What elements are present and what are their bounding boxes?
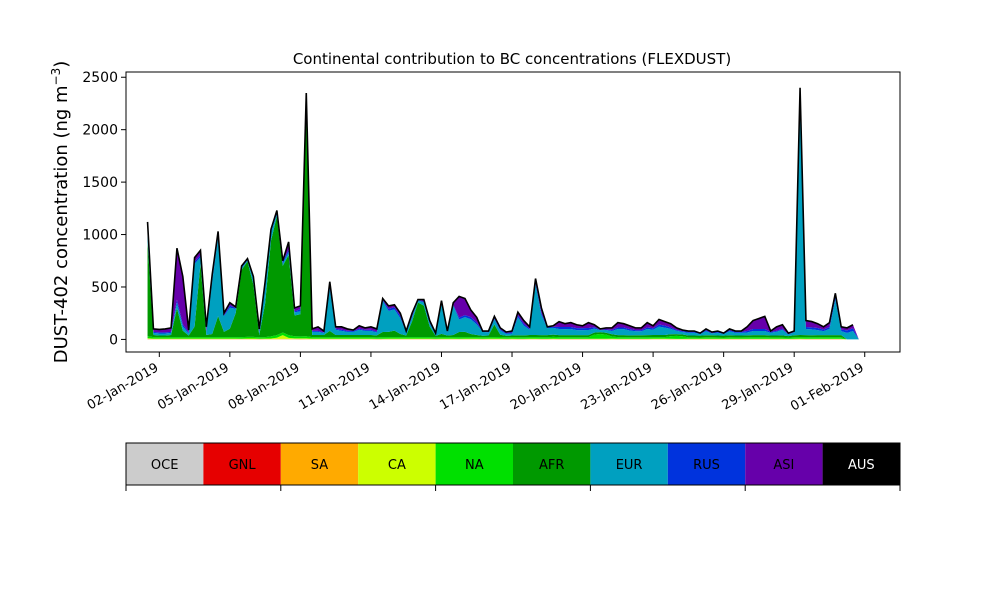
x-tick-label: 29-Jan-2019 — [720, 360, 797, 413]
y-tick-label: 1000 — [82, 228, 118, 244]
area-eur — [147, 93, 865, 340]
x-tick-label: 23-Jan-2019 — [579, 360, 656, 413]
y-tick-label: 500 — [91, 280, 118, 296]
x-tick-label: 11-Jan-2019 — [296, 360, 373, 413]
legend-colorbar: OCE GNL SA CA NA AFR EUR RUS ASI AUS — [125, 442, 901, 491]
legend-swatch-sa — [280, 443, 359, 485]
y-axis-label-superscript: −3 — [49, 68, 63, 86]
stacked-areas — [147, 87, 865, 340]
plot-frame — [125, 71, 901, 353]
legend-label-afr: AFR — [539, 458, 564, 473]
legend-label-oce: OCE — [151, 458, 179, 473]
legend-label-sa: SA — [311, 458, 328, 473]
x-tick-label: 01-Feb-2019 — [788, 360, 867, 414]
total-line — [146, 87, 854, 336]
legend-swatch-oce — [126, 443, 204, 485]
legend-swatch-aus — [822, 443, 900, 485]
x-tick-label: 08-Jan-2019 — [226, 360, 303, 413]
chart-title: Continental contribution to BC concentra… — [293, 50, 731, 68]
x-tick-label: 20-Jan-2019 — [508, 360, 585, 413]
legend-label-rus: RUS — [693, 458, 720, 473]
y-tick-label: 0 — [109, 332, 118, 348]
y-axis-label-main: DUST-402 concentration (ng m — [51, 85, 72, 363]
legend-label-aus: AUS — [848, 458, 875, 473]
y-tick-label: 1500 — [82, 175, 118, 191]
y-axis: 0 500 1000 1500 2000 2500 — [82, 70, 126, 348]
legend-label-ca: CA — [388, 458, 406, 473]
legend-swatch-gnl — [203, 443, 281, 485]
legend-swatch-na — [435, 443, 513, 485]
y-tick-label: 2000 — [82, 123, 118, 139]
x-tick-label: 26-Jan-2019 — [649, 360, 726, 413]
y-tick-label: 2500 — [82, 70, 118, 86]
x-tick-label: 14-Jan-2019 — [367, 360, 444, 413]
legend-swatch-afr — [513, 443, 591, 485]
y-axis-label: DUST-402 concentration (ng m−3) — [49, 61, 72, 364]
area-afr — [147, 105, 865, 340]
legend-swatch-ca — [358, 443, 436, 485]
x-tick-label: 05-Jan-2019 — [155, 360, 232, 413]
legend-swatch-eur — [590, 443, 668, 485]
y-axis-label-close: ) — [51, 61, 72, 68]
legend-swatch-asi — [745, 443, 823, 485]
legend-frame — [125, 442, 901, 486]
area-sa — [147, 338, 865, 340]
legend-swatch-rus — [667, 443, 746, 485]
x-axis: 02-Jan-201905-Jan-201908-Jan-201911-Jan-… — [85, 352, 867, 414]
area-na — [147, 332, 865, 340]
x-tick-label: 17-Jan-2019 — [437, 360, 514, 413]
legend-label-asi: ASI — [773, 458, 794, 473]
legend-label-na: NA — [465, 458, 484, 473]
legend-label-eur: EUR — [616, 458, 643, 473]
legend-label-gnl: GNL — [229, 458, 257, 473]
x-tick-label: 02-Jan-2019 — [85, 360, 162, 413]
area-ca — [147, 335, 865, 340]
